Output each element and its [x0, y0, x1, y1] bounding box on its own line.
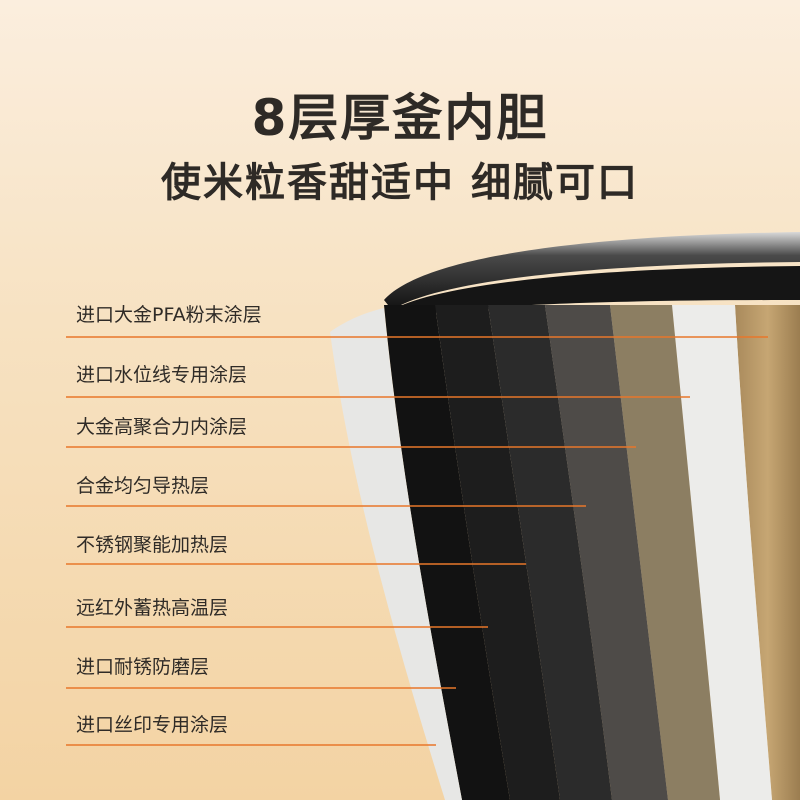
layer-label-8: 进口丝印专用涂层: [76, 714, 229, 736]
layer-slab-dark-3: [435, 305, 560, 800]
layer-slab-dark-2: [384, 305, 510, 800]
pot-rim: [384, 232, 800, 310]
headline-title: 8层厚釜内胆: [251, 89, 549, 147]
layer-label-2: 进口水位线专用涂层: [76, 364, 248, 386]
layer-label-7: 进口耐锈防磨层: [76, 656, 210, 678]
layer-slab-white-2: [672, 305, 772, 800]
layer-slab-dark-4: [488, 305, 612, 800]
layer-label-4: 合金均匀导热层: [76, 475, 210, 497]
layer-slab-grey: [545, 305, 668, 800]
layer-label-6: 远红外蓄热高温层: [76, 597, 229, 619]
layer-label-3: 大金高聚合力内涂层: [76, 416, 248, 438]
layer-slab-gold: [735, 305, 800, 800]
layer-label-5: 不锈钢聚能加热层: [76, 534, 229, 556]
layer-slab-khaki: [610, 305, 720, 800]
layer-slab-white-front: [330, 308, 462, 800]
layer-label-1: 进口大金PFA粉末涂层: [76, 304, 262, 326]
headline-subtitle: 使米粒香甜适中 细腻可口: [161, 160, 639, 206]
